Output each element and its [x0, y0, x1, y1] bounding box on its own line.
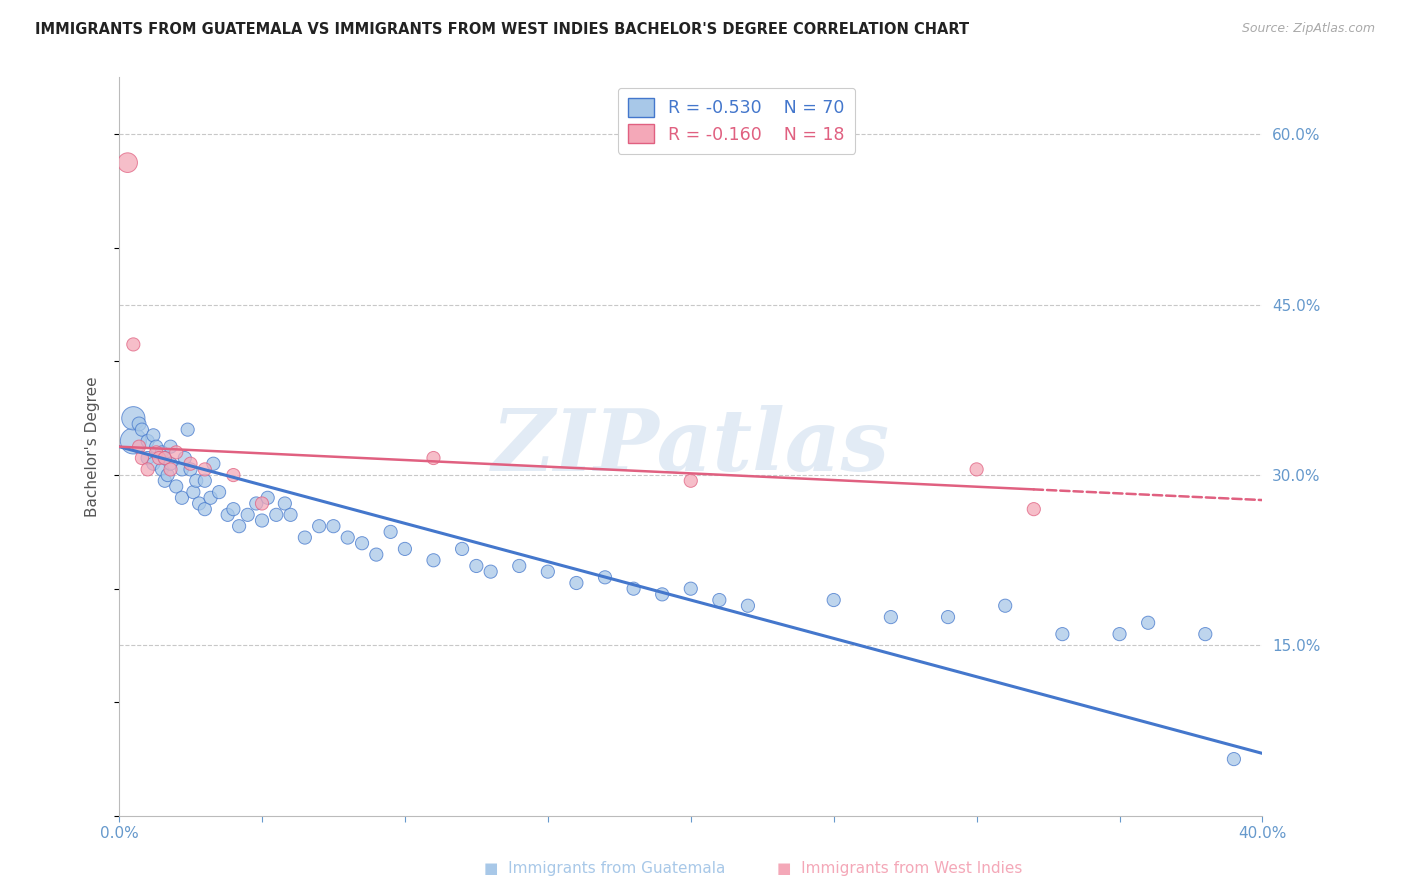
Point — [679, 582, 702, 596]
Point — [222, 468, 245, 483]
Point — [159, 440, 181, 454]
Point — [142, 457, 165, 471]
Point — [153, 450, 176, 465]
Point — [153, 474, 176, 488]
Point — [122, 434, 145, 448]
Text: Source: ZipAtlas.com: Source: ZipAtlas.com — [1241, 22, 1375, 36]
Point — [128, 440, 150, 454]
Point — [194, 462, 217, 476]
Point — [274, 496, 297, 510]
Point — [264, 508, 287, 522]
Point — [465, 558, 488, 573]
Point — [122, 337, 145, 351]
Point — [202, 457, 225, 471]
Point — [394, 541, 416, 556]
Point — [128, 417, 150, 431]
Point — [508, 558, 530, 573]
Point — [159, 462, 181, 476]
Point — [136, 434, 159, 448]
Point — [186, 474, 208, 488]
Point — [537, 565, 560, 579]
Point — [1137, 615, 1160, 630]
Point — [593, 570, 616, 584]
Point — [236, 508, 259, 522]
Point — [709, 593, 731, 607]
Point — [936, 610, 959, 624]
Point — [165, 445, 187, 459]
Point — [737, 599, 759, 613]
Point — [170, 491, 193, 505]
Point — [350, 536, 373, 550]
Point — [131, 450, 153, 465]
Point — [150, 445, 173, 459]
Point — [994, 599, 1017, 613]
Text: IMMIGRANTS FROM GUATEMALA VS IMMIGRANTS FROM WEST INDIES BACHELOR'S DEGREE CORRE: IMMIGRANTS FROM GUATEMALA VS IMMIGRANTS … — [35, 22, 969, 37]
Point — [250, 496, 273, 510]
Point — [170, 462, 193, 476]
Legend: R = -0.530    N = 70, R = -0.160    N = 18: R = -0.530 N = 70, R = -0.160 N = 18 — [617, 87, 855, 154]
Point — [336, 531, 359, 545]
Point — [183, 485, 205, 500]
Point — [145, 440, 167, 454]
Point — [142, 428, 165, 442]
Point — [880, 610, 903, 624]
Point — [153, 450, 176, 465]
Point — [366, 548, 388, 562]
Point — [479, 565, 502, 579]
Point — [136, 450, 159, 465]
Point — [380, 524, 402, 539]
Point — [1052, 627, 1074, 641]
Point — [308, 519, 330, 533]
Point — [322, 519, 344, 533]
Point — [256, 491, 278, 505]
Point — [156, 468, 179, 483]
Point — [1022, 502, 1045, 516]
Point — [250, 514, 273, 528]
Point — [1194, 627, 1216, 641]
Point — [148, 450, 170, 465]
Point — [623, 582, 645, 596]
Point — [117, 155, 139, 169]
Point — [294, 531, 316, 545]
Point — [280, 508, 302, 522]
Point — [228, 519, 250, 533]
Text: ■  Immigrants from West Indies: ■ Immigrants from West Indies — [778, 861, 1022, 876]
Point — [222, 502, 245, 516]
Text: ■  Immigrants from Guatemala: ■ Immigrants from Guatemala — [484, 861, 725, 876]
Text: ZIPatlas: ZIPatlas — [492, 405, 890, 489]
Point — [180, 462, 202, 476]
Point — [176, 423, 198, 437]
Point — [823, 593, 845, 607]
Point — [145, 445, 167, 459]
Point — [208, 485, 231, 500]
Point — [422, 450, 444, 465]
Point — [194, 474, 217, 488]
Point — [1223, 752, 1246, 766]
Y-axis label: Bachelor's Degree: Bachelor's Degree — [86, 376, 100, 517]
Point — [451, 541, 474, 556]
Point — [173, 450, 195, 465]
Point — [245, 496, 267, 510]
Point — [136, 462, 159, 476]
Point — [122, 411, 145, 425]
Point — [159, 457, 181, 471]
Point — [1108, 627, 1130, 641]
Point — [150, 462, 173, 476]
Point — [165, 479, 187, 493]
Point — [422, 553, 444, 567]
Point — [131, 423, 153, 437]
Point — [180, 457, 202, 471]
Point — [966, 462, 988, 476]
Point — [679, 474, 702, 488]
Point — [565, 576, 588, 591]
Point — [651, 587, 673, 601]
Point — [188, 496, 211, 510]
Point — [194, 502, 217, 516]
Point — [217, 508, 239, 522]
Point — [200, 491, 222, 505]
